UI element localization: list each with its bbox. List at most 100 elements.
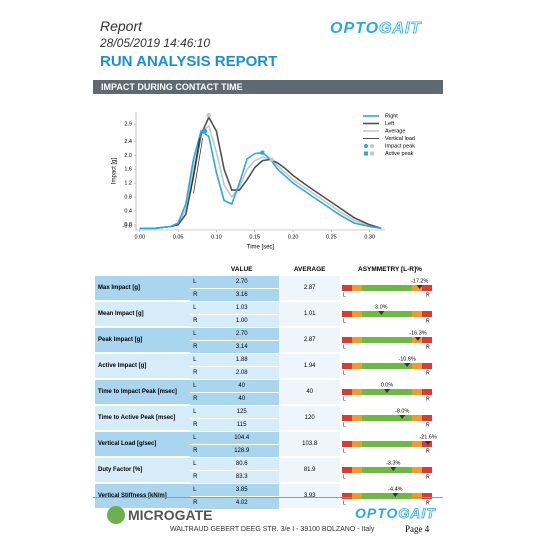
value-cell: 3.85 [204, 483, 280, 497]
peak-marker [269, 157, 274, 162]
gauge-segment [361, 311, 412, 317]
row: R 2.08 [95, 366, 440, 380]
row: Vertical Load [g/sec] L 104.4 103.8 -21.6% L R [95, 431, 440, 458]
header-cell [95, 262, 204, 276]
gauge-segment [411, 493, 422, 499]
gauge-marker [390, 467, 397, 471]
page-number: Page 4 [405, 524, 430, 534]
gauge-side: R [426, 422, 430, 428]
gauge-segment [341, 415, 352, 421]
value-cell: 83.3 [204, 470, 280, 484]
value-cell: 2.08 [204, 366, 280, 380]
asymmetry-cell: -16.3% L R [339, 327, 440, 354]
gauge-segment [411, 441, 422, 447]
gauge-segment [421, 493, 432, 499]
value-cell: 80.6 [204, 457, 280, 471]
legend-label: Impact peak [385, 143, 415, 149]
gauge-segment [361, 363, 412, 369]
row: R 4.02 [95, 496, 440, 510]
x-tick-label: 0.00 [134, 234, 145, 240]
gauge-value: 3.0% [375, 304, 388, 310]
gauge-segment [421, 363, 432, 369]
x-tick-label: 0.05 [173, 234, 184, 240]
gauge-marker [414, 337, 421, 341]
x-tick-label: 0.30 [364, 234, 375, 240]
asymmetry-cell: -4.4% L R [339, 483, 440, 510]
row: Time to Active Peak [msec] L 125 120 -8.0% L R [95, 405, 440, 432]
gauge-side: R [426, 318, 430, 324]
gauge-segment [421, 441, 432, 447]
gauge-segment [411, 389, 422, 395]
x-tick-label: 0.10 [211, 234, 222, 240]
row: Duty Factor [%] L 80.6 81.9 -3.3% L R [95, 457, 440, 484]
logo-b: GAIT [379, 20, 422, 38]
gauge-segment [411, 467, 422, 473]
row: Max Impact [g] L 2.70 2.87 -17.2% L R [95, 276, 440, 302]
asymmetry-gauge: -10.6% L R [341, 356, 432, 376]
doc-title: Report [100, 18, 143, 34]
average-cell: 81.9 [279, 457, 340, 484]
side-cell: L [190, 276, 205, 289]
value-cell: 1.88 [204, 353, 280, 367]
gauge-side: R [426, 396, 430, 402]
x-tick-label: 0.25 [326, 234, 337, 240]
logo-b: GAIT [398, 505, 436, 522]
gauge-marker [404, 363, 411, 367]
peak-marker [260, 150, 265, 155]
y-tick-label: -0.0 [123, 224, 132, 230]
side-cell: R [190, 366, 205, 380]
param-cell: Max Impact [g] [95, 276, 191, 302]
table: VALUE AVERAGE ASYMMETRY [L-R]% Max Impact [… [95, 262, 440, 510]
value-cell: 4.02 [204, 496, 280, 510]
side-cell: L [190, 457, 205, 471]
value-cell: 40 [204, 392, 280, 406]
value-cell: 125 [204, 405, 280, 419]
gauge-value: 0.0% [381, 382, 394, 388]
row: Time to Impact Peak [msec] L 40 40 0.0% L R [95, 379, 440, 406]
gauge-marker [416, 285, 423, 289]
param-cell: Vertical Stiffness [kN/m] [95, 483, 191, 510]
legend-label: Right [385, 113, 398, 119]
value-cell: 40 [204, 379, 280, 393]
asymmetry-gauge: -4.4% L R [341, 486, 432, 506]
side-cell: L [190, 301, 205, 315]
param-cell: Time to Active Peak [msec] [95, 405, 191, 432]
asymmetry-cell: 3.0% L R [339, 301, 440, 328]
gauge-segment [341, 363, 352, 369]
y-tick-label: 2.9 [124, 122, 132, 128]
company-icon [107, 506, 125, 524]
asymmetry-gauge: -17.2% L R [341, 278, 432, 298]
average-cell: 120 [279, 405, 340, 432]
gauge-marker [378, 311, 385, 315]
side-cell: R [190, 496, 205, 510]
average-cell: 2.87 [279, 327, 340, 354]
footer-logo: OPTOGAIT [355, 505, 436, 522]
gauge-segment [341, 311, 352, 317]
gauge-value: -21.6% [419, 434, 437, 440]
row: Vertical Stiffness [kN/m] L 3.85 3.93 -4.4% L… [95, 483, 440, 510]
asymmetry-cell: -8.0% L R [339, 405, 440, 432]
x-tick-label: 0.20 [288, 234, 299, 240]
gauge-segment [361, 467, 412, 473]
gauge-segment [361, 337, 412, 343]
gauge-segment [351, 493, 362, 499]
y-tick-label: 2.0 [124, 153, 132, 159]
legend-label: Vertical load [385, 136, 415, 142]
gauge-segment [411, 337, 422, 343]
param-cell: Vertical Load [g/sec] [95, 431, 191, 458]
side-cell: L [190, 353, 205, 367]
legend-label: Average [385, 128, 405, 134]
gauge-segment [361, 493, 412, 499]
asymmetry-gauge: 0.0% L R [341, 382, 432, 402]
asymmetry-cell: 0.0% L R [339, 379, 440, 406]
value-cell: 1.03 [204, 301, 280, 315]
gauge-segment [351, 467, 362, 473]
side-cell: R [190, 288, 205, 302]
address: WALTRAUD GEBERT DEEG STR. 3/e I - 39100 … [170, 526, 375, 533]
side-cell: R [190, 444, 205, 458]
gauge-segment [341, 337, 352, 343]
gauge-segment [361, 441, 412, 447]
y-tick-label: 1.6 [124, 167, 132, 173]
param-cell: Active Impact [g] [95, 353, 191, 380]
gauge-value: -17.2% [411, 278, 429, 284]
